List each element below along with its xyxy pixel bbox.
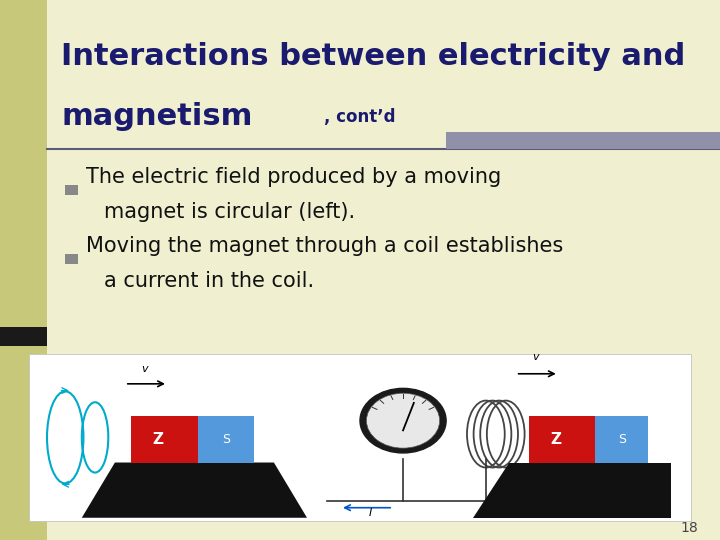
Bar xyxy=(29,354,691,521)
Text: I: I xyxy=(369,508,372,518)
Bar xyxy=(446,132,720,149)
Bar xyxy=(198,416,254,462)
Polygon shape xyxy=(472,462,671,518)
Text: The electric field produced by a moving: The electric field produced by a moving xyxy=(86,166,502,187)
Bar xyxy=(595,416,648,462)
Polygon shape xyxy=(82,462,307,518)
Circle shape xyxy=(360,388,446,453)
Text: v: v xyxy=(141,364,148,374)
Text: 18: 18 xyxy=(680,521,698,535)
Circle shape xyxy=(366,393,440,448)
Bar xyxy=(529,416,595,462)
Text: v: v xyxy=(532,353,539,362)
Text: Z: Z xyxy=(153,431,163,447)
Bar xyxy=(0,327,47,346)
Bar xyxy=(132,416,198,462)
Text: S: S xyxy=(618,433,626,446)
Bar xyxy=(65,185,78,195)
Text: Moving the magnet through a coil establishes: Moving the magnet through a coil establi… xyxy=(86,235,564,256)
Text: magnet is circular (left).: magnet is circular (left). xyxy=(104,201,356,222)
Text: Z: Z xyxy=(550,431,561,447)
Text: magnetism: magnetism xyxy=(61,102,253,131)
Text: a current in the coil.: a current in the coil. xyxy=(104,271,315,291)
Text: , cont’d: , cont’d xyxy=(324,108,395,126)
Text: S: S xyxy=(222,433,230,446)
Text: Interactions between electricity and: Interactions between electricity and xyxy=(61,42,685,71)
Bar xyxy=(0,0,47,540)
Bar xyxy=(65,254,78,264)
